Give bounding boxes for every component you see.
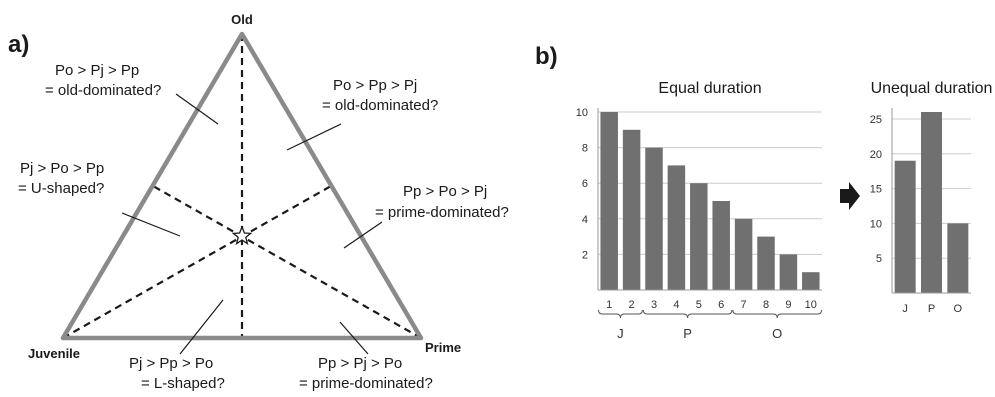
bar (712, 201, 730, 290)
leader-line (286, 123, 342, 151)
bar (757, 236, 775, 290)
x-tick-label: O (954, 303, 963, 315)
region-labels: Po > Pj > Pp = old-dominated? Po > Pp > … (18, 62, 509, 392)
region-label-line: = L-shaped? (141, 375, 225, 392)
ternary-diagram: a) Old Juvenile Prime Po > Pj > Pp = old… (8, 12, 509, 392)
bar (667, 165, 686, 290)
group-label: J (617, 326, 624, 341)
group-label: O (772, 326, 782, 341)
y-tick-label: 2 (582, 249, 588, 261)
panel-a-label: a) (8, 31, 29, 58)
group-label: P (683, 326, 692, 341)
y-tick-label: 4 (582, 214, 588, 226)
chart-title: Unequal duration (871, 80, 993, 97)
region-label-line: Pp > Po > Pj (403, 183, 487, 200)
bar (802, 272, 820, 290)
x-tick-label: 3 (651, 299, 657, 311)
region-label-line: Po > Pj > Pp (55, 62, 139, 79)
region-label-line: = prime-dominated? (299, 375, 433, 392)
y-tick-label: 20 (870, 149, 882, 161)
leader-lines (121, 93, 383, 355)
unequal-duration-chart: Unequal duration 5 10 15 20 25 J P O (870, 80, 993, 315)
leader-line (121, 212, 181, 237)
x-tick-label: 8 (763, 299, 769, 311)
star-icon (231, 225, 253, 246)
region-label-line: = U-shaped? (18, 180, 104, 197)
median-line-juvenile (62, 185, 332, 339)
bar (921, 112, 942, 293)
region-label-line: = old-dominated? (45, 82, 161, 99)
x-tick-label: 1 (606, 299, 612, 311)
y-tick-label: 10 (870, 218, 882, 230)
region-label-line: Pj > Pp > Po (129, 355, 213, 372)
x-tick-label: 5 (696, 299, 702, 311)
leader-line (175, 93, 219, 125)
x-tick-label: 6 (718, 299, 724, 311)
vertex-label-juvenile: Juvenile (28, 346, 80, 361)
y-tick-label: 6 (582, 178, 588, 190)
y-tick-label: 10 (576, 107, 588, 119)
x-tick-label: 2 (629, 299, 635, 311)
bar (600, 112, 618, 290)
bar (622, 129, 641, 290)
leader-line (179, 299, 224, 355)
leader-line (343, 221, 383, 249)
x-tick-label: 9 (785, 299, 791, 311)
vertex-label-old: Old (231, 12, 253, 27)
y-tick-label: 15 (870, 184, 882, 196)
right-arrow-icon (840, 182, 860, 210)
x-tick-label: 10 (805, 299, 817, 311)
bar (947, 223, 969, 293)
panel-b-label: b) (535, 43, 558, 70)
group-brace (597, 309, 643, 319)
chart-title: Equal duration (658, 80, 761, 97)
bar (690, 183, 708, 290)
region-label-line: Po > Pp > Pj (333, 77, 417, 94)
bar (894, 160, 916, 293)
x-tick-label: P (928, 303, 935, 315)
leader-line (339, 321, 369, 355)
y-tick-label: 25 (870, 114, 882, 126)
bar (645, 147, 663, 290)
y-tick-label: 8 (582, 143, 588, 155)
region-label-line: = old-dominated? (322, 97, 438, 114)
x-tick-label: 7 (741, 299, 747, 311)
vertex-label-prime: Prime (425, 340, 461, 355)
ternary-triangle (60, 31, 424, 341)
region-label-line: Pp > Pj > Po (318, 355, 402, 372)
y-tick-label: 5 (876, 253, 882, 265)
region-label-line: = prime-dominated? (375, 204, 509, 221)
region-label-line: Pj > Po > Pp (20, 160, 104, 177)
x-tick-label: J (902, 303, 908, 315)
x-tick-label: 4 (673, 299, 679, 311)
group-brace (642, 309, 733, 319)
bar (779, 254, 798, 290)
median-line-prime (152, 185, 422, 339)
bar (734, 218, 753, 290)
group-brace (732, 309, 823, 319)
median-lines (62, 34, 422, 339)
